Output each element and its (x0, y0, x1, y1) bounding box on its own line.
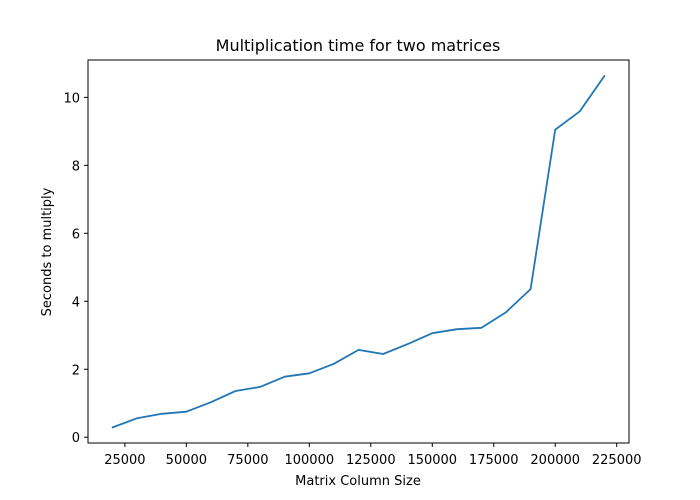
x-axis-label: Matrix Column Size (295, 474, 421, 489)
chart-title: Multiplication time for two matrices (216, 36, 501, 55)
x-tick-label: 50000 (166, 453, 207, 468)
y-tick-label: 0 (72, 431, 80, 446)
x-tick-label: 225000 (592, 453, 642, 468)
plot-area-frame (87, 59, 630, 444)
x-tick-label: 125000 (346, 453, 396, 468)
x-tick-label: 25000 (104, 453, 145, 468)
y-tick-label: 2 (72, 363, 80, 378)
y-axis-ticks: 0 2 4 6 8 10 (63, 91, 88, 446)
y-tick-label: 10 (63, 91, 80, 106)
y-tick-label: 8 (72, 159, 80, 174)
series-line (111, 75, 606, 429)
y-tick-label: 4 (72, 295, 80, 310)
plot-series (111, 75, 606, 429)
x-tick-label: 100000 (284, 453, 334, 468)
x-tick-label: 150000 (407, 453, 457, 468)
y-tick-label: 6 (72, 227, 80, 242)
x-tick-label: 200000 (530, 453, 580, 468)
x-tick-label: 75000 (227, 453, 268, 468)
x-tick-label: 175000 (469, 453, 519, 468)
y-axis-label: Seconds to multiply (40, 187, 55, 316)
x-axis-ticks: 25000 50000 75000 100000 125000 150000 175000 2… (104, 443, 642, 468)
